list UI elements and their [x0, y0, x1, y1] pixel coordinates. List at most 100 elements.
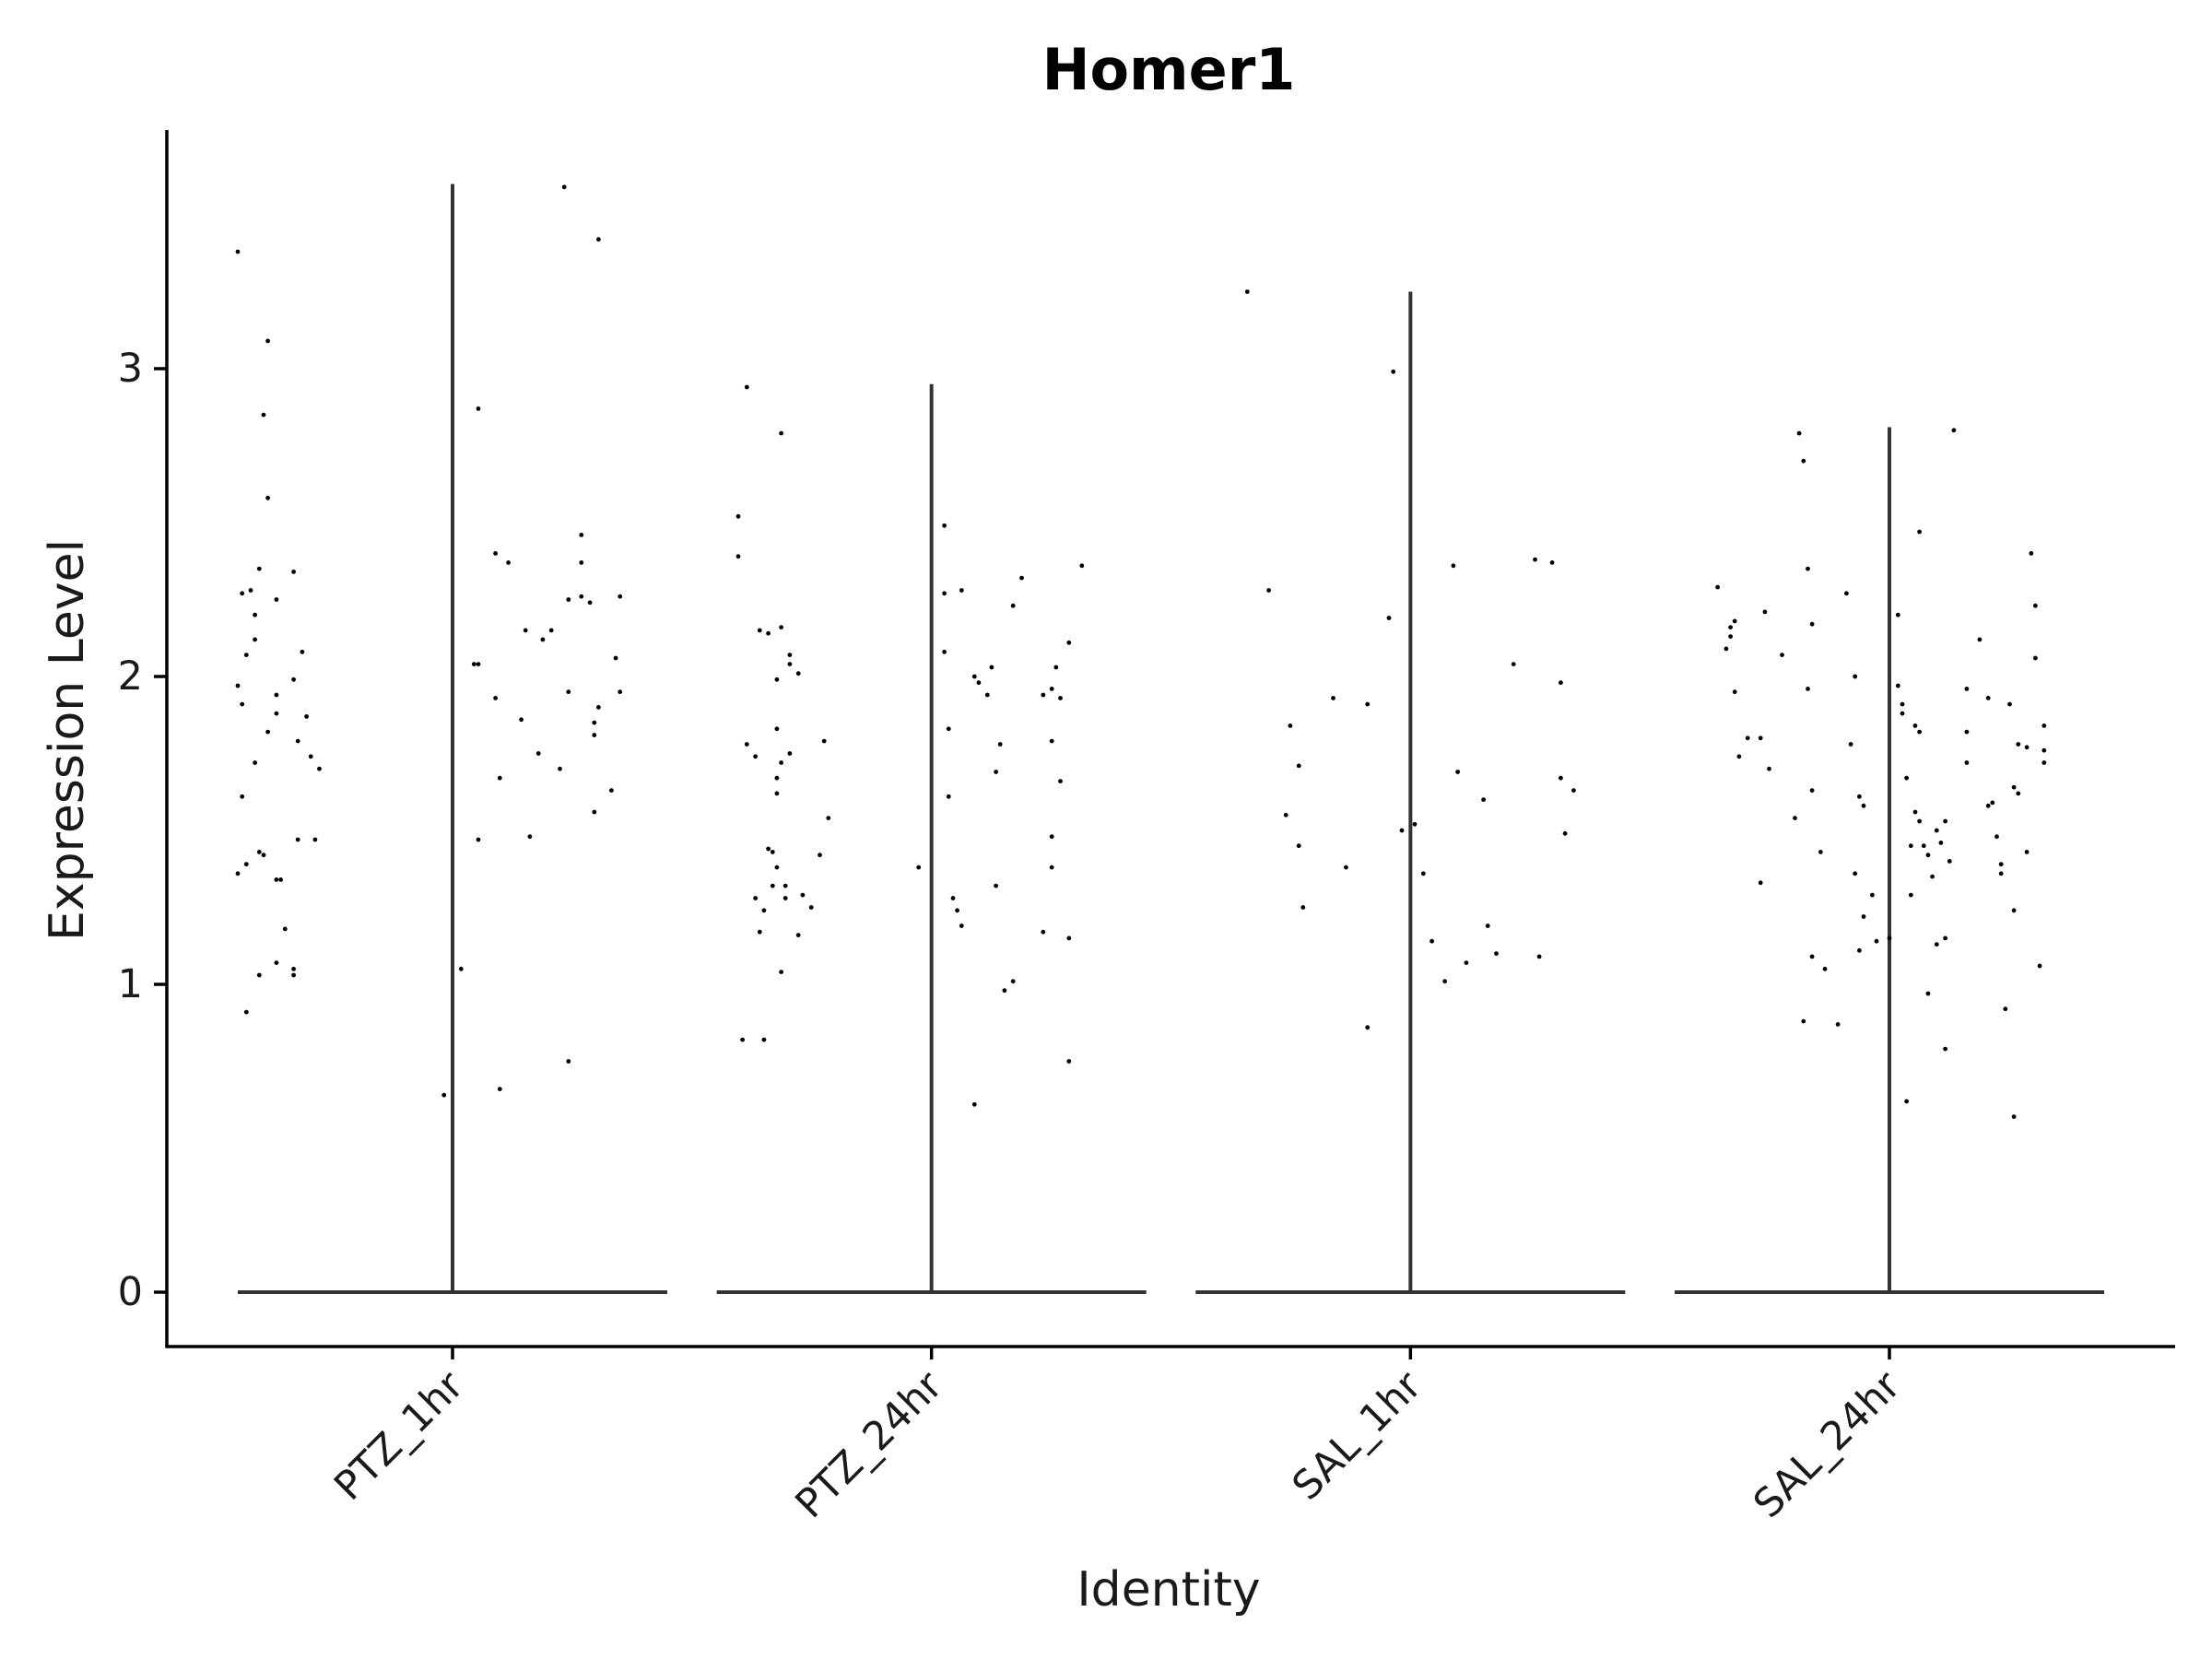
data-point: [818, 853, 822, 858]
data-point: [253, 637, 257, 642]
data-point: [1481, 797, 1486, 802]
data-point: [1844, 591, 1849, 596]
data-point: [274, 711, 279, 716]
data-point: [1296, 843, 1301, 849]
data-point: [821, 738, 827, 744]
data-point: [779, 970, 783, 974]
data-point: [2037, 963, 2042, 969]
data-point: [766, 630, 771, 636]
data-point: [274, 692, 279, 698]
data-point: [2011, 784, 2017, 790]
data-point: [1895, 612, 1900, 618]
data-point: [1925, 991, 1931, 996]
data-point: [540, 637, 546, 642]
data-point: [2016, 791, 2021, 796]
data-point: [942, 649, 947, 654]
data-point: [1998, 871, 2004, 877]
data-point: [757, 929, 762, 935]
data-point: [1964, 729, 1970, 735]
x-tick-label: PTZ_24hr: [787, 1362, 952, 1527]
data-point: [2041, 724, 2047, 728]
data-point: [1049, 738, 1054, 744]
data-point: [1559, 680, 1563, 686]
data-point: [916, 865, 922, 870]
data-point: [566, 1059, 571, 1064]
data-point: [1947, 859, 1952, 864]
data-point: [753, 754, 758, 759]
data-point: [1809, 788, 1815, 793]
data-point: [256, 566, 262, 571]
data-point: [1801, 1018, 1806, 1024]
data-point: [774, 726, 780, 732]
data-point: [1420, 871, 1426, 877]
data-point: [579, 560, 584, 565]
data-point: [1066, 1059, 1072, 1064]
data-point: [1002, 988, 1007, 994]
data-point: [1058, 779, 1063, 783]
data-point: [1430, 938, 1434, 944]
data-point: [579, 533, 584, 537]
data-point: [240, 794, 245, 799]
data-point: [735, 554, 741, 559]
data-point: [1053, 665, 1059, 670]
data-point: [1049, 834, 1054, 840]
data-point: [753, 896, 758, 900]
data-point: [1917, 818, 1923, 824]
data-point: [274, 597, 279, 602]
data-point: [1780, 653, 1784, 657]
data-point: [248, 588, 253, 593]
data-point: [1951, 428, 1957, 433]
data-point: [1861, 803, 1866, 808]
data-point: [235, 249, 241, 254]
data-point: [240, 591, 245, 596]
data-point: [2033, 655, 2038, 661]
data-point: [1943, 935, 1948, 941]
data-point: [476, 662, 481, 666]
data-point: [1562, 830, 1568, 836]
data-point: [558, 766, 562, 771]
data-point: [1300, 905, 1306, 910]
data-point: [1365, 1025, 1371, 1030]
data-point: [1818, 850, 1823, 854]
data-point: [1732, 689, 1737, 695]
data-point: [1921, 843, 1926, 849]
data-point: [1857, 794, 1862, 799]
data-point: [1908, 892, 1913, 898]
data-point: [1549, 560, 1555, 565]
data-point: [1391, 369, 1396, 374]
data-point: [304, 714, 309, 719]
data-point: [1943, 818, 1948, 824]
data-point: [618, 594, 623, 599]
data-point: [274, 877, 279, 882]
data-point: [1990, 800, 1995, 806]
data-point: [235, 871, 241, 877]
data-point: [253, 612, 257, 618]
data-point: [989, 665, 994, 670]
data-point: [1930, 874, 1936, 879]
data-point: [243, 653, 249, 657]
data-point: [1934, 942, 1939, 947]
data-point: [1344, 865, 1348, 870]
data-point: [1964, 687, 1970, 691]
data-point: [782, 896, 788, 900]
data-point: [317, 766, 322, 771]
data-point: [441, 1092, 447, 1098]
data-point: [1442, 979, 1447, 984]
data-point: [265, 338, 270, 344]
data-point: [548, 628, 554, 633]
data-point: [740, 1037, 745, 1042]
data-point: [278, 877, 283, 882]
data-point: [1724, 646, 1729, 652]
data-point: [1809, 954, 1815, 959]
data-point: [1745, 735, 1750, 741]
data-point: [493, 696, 498, 700]
data-point: [1288, 724, 1293, 728]
data-point: [291, 966, 296, 971]
data-point: [458, 966, 464, 971]
data-point: [1822, 966, 1828, 971]
data-point: [519, 717, 524, 723]
data-point: [757, 628, 762, 633]
data-point: [1767, 766, 1771, 771]
data-point: [618, 689, 623, 695]
